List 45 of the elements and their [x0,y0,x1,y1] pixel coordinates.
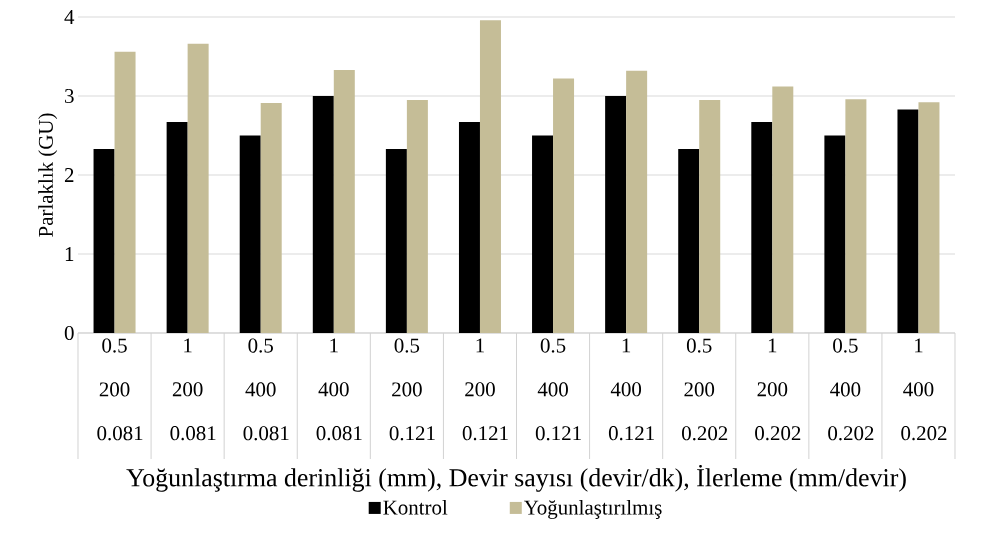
bar [239,135,261,333]
bar [918,102,940,333]
category-label: 0.5 200 0.202 [682,338,728,441]
y-tick-label: 0 [64,325,74,341]
category-label: 0.5 400 0.121 [535,338,581,441]
category-label: 0.5 400 0.081 [243,338,289,441]
bar [406,99,428,333]
bar [699,99,721,333]
bar [114,51,136,333]
bar [772,86,794,333]
bar [824,135,846,333]
bar [479,20,501,333]
bar [458,122,480,333]
bar [845,99,867,333]
x-axis-title: Yoğunlaştırma derinliği (mm), Devir sayısı (devir/dk), İlerleme (mm/devir) [126,464,906,492]
bar [312,96,334,333]
y-tick-label: 1 [65,247,74,261]
bar [93,148,115,333]
category-label: 1 200 0.202 [755,338,801,441]
bar [678,148,700,333]
bar [260,103,282,333]
legend-label: Yoğunlaştırılmış [524,499,662,519]
category-label: 1 400 0.202 [901,338,947,441]
bar [385,148,407,333]
category-label: 1 200 0.081 [170,338,216,441]
y-tick-label: 4 [64,10,75,24]
bar [532,135,554,333]
y-tick-label: 2 [64,168,74,182]
category-label: 1 200 0.121 [462,338,508,441]
bar [897,109,919,333]
category-label: 0.5 200 0.081 [97,338,143,441]
category-label: 1 400 0.121 [608,338,654,441]
category-label: 1 400 0.081 [316,338,362,441]
bar [187,43,209,333]
y-tick-label: 3 [65,88,74,104]
bar [166,122,188,333]
category-label: 0.5 400 0.202 [828,338,874,441]
bar [626,70,648,333]
y-axis-title: Parlaklık (GU) [38,113,58,237]
legend-label: Kontrol [383,499,448,515]
category-label: 0.5 200 0.121 [389,338,435,441]
bar [751,122,773,333]
bar [605,96,627,333]
bar [553,78,575,333]
bar [333,69,355,333]
